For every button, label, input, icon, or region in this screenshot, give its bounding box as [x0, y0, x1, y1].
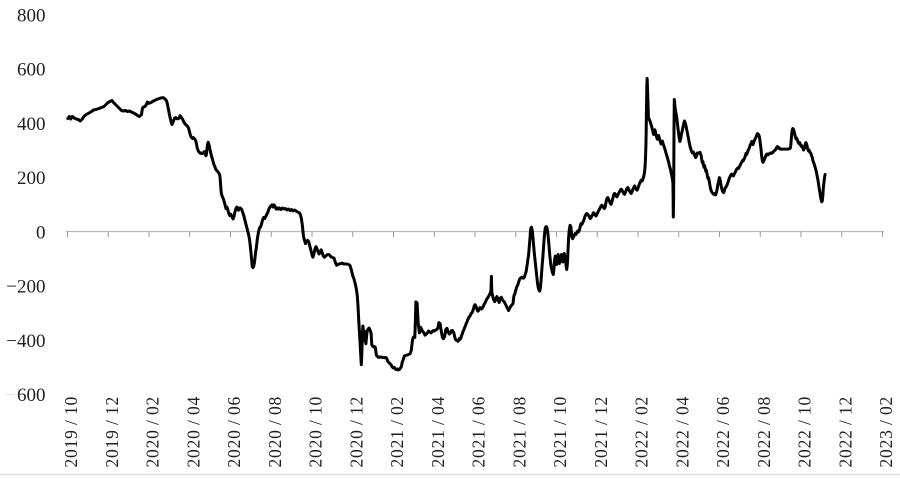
svg-text:2022 / 10: 2022 / 10: [795, 396, 815, 468]
svg-text:200: 200: [17, 168, 46, 189]
svg-text:2021 / 02: 2021 / 02: [387, 396, 407, 468]
svg-text:−400: −400: [6, 331, 45, 352]
svg-text:2021 / 12: 2021 / 12: [591, 396, 611, 468]
svg-text:0: 0: [36, 222, 46, 243]
svg-text:2019 / 10: 2019 / 10: [61, 396, 81, 468]
svg-text:2020 / 10: 2020 / 10: [306, 396, 326, 468]
svg-text:2023 / 02: 2023 / 02: [876, 396, 896, 468]
svg-text:2022 / 04: 2022 / 04: [672, 396, 692, 468]
svg-text:2020 / 08: 2020 / 08: [265, 396, 285, 468]
svg-text:−200: −200: [6, 277, 45, 298]
svg-text:2021 / 08: 2021 / 08: [509, 396, 529, 468]
svg-text:2022 / 12: 2022 / 12: [835, 396, 855, 468]
svg-text:2021 / 10: 2021 / 10: [550, 396, 570, 468]
svg-text:2020 / 06: 2020 / 06: [224, 396, 244, 468]
svg-text:−: −: [5, 385, 16, 406]
svg-text:800: 800: [17, 5, 46, 26]
svg-text:2022 / 08: 2022 / 08: [754, 396, 774, 468]
svg-text:2020 / 04: 2020 / 04: [183, 396, 203, 468]
svg-text:600: 600: [17, 60, 46, 81]
svg-text:2021 / 06: 2021 / 06: [469, 396, 489, 468]
svg-text:2020 / 02: 2020 / 02: [143, 396, 163, 468]
svg-text:2022 / 02: 2022 / 02: [632, 396, 652, 468]
svg-text:400: 400: [17, 114, 46, 135]
svg-text:2019 / 12: 2019 / 12: [102, 396, 122, 468]
svg-text:2020 / 12: 2020 / 12: [346, 396, 366, 468]
svg-text:2022 / 06: 2022 / 06: [713, 396, 733, 468]
svg-text:600: 600: [17, 385, 46, 406]
svg-text:2021 / 04: 2021 / 04: [428, 396, 448, 468]
